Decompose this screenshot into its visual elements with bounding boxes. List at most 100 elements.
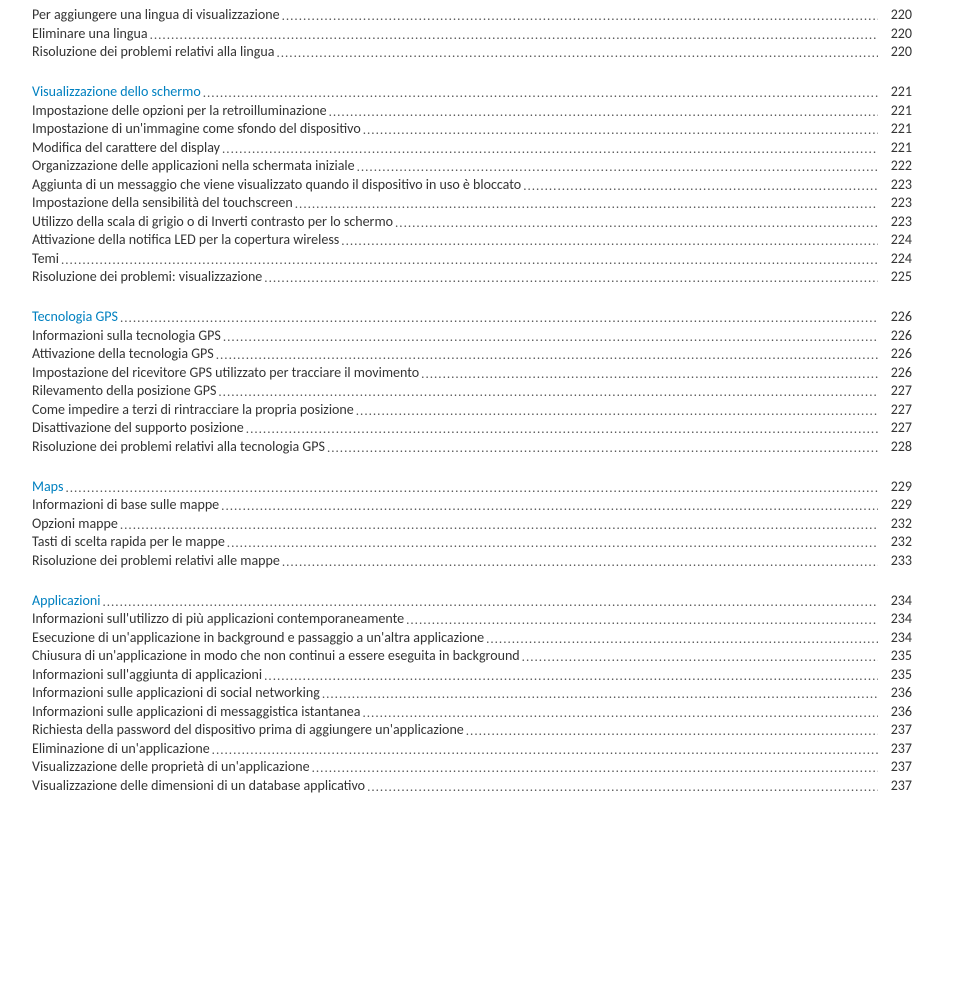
toc-dot-leader: ........................................… <box>276 47 878 60</box>
toc-dot-leader: ........................................… <box>523 180 878 193</box>
toc-row: Aggiunta di un messaggio che viene visua… <box>32 178 912 192</box>
toc-group: Visualizzazione dello schermo...........… <box>32 85 912 284</box>
toc-page-number: 232 <box>880 517 912 531</box>
toc-row: Risoluzione dei problemi relativi alle m… <box>32 554 912 568</box>
toc-page-number: 227 <box>880 384 912 398</box>
toc-page-number: 237 <box>880 779 912 793</box>
toc-page-number: 221 <box>880 122 912 136</box>
toc-dot-leader: ........................................… <box>522 651 878 664</box>
toc-page-number: 235 <box>880 668 912 682</box>
toc-row: Organizzazione delle applicazioni nella … <box>32 159 912 173</box>
toc-entry-label: Come impedire a terzi di rintracciare la… <box>32 403 354 417</box>
toc-entry-label: Per aggiungere una lingua di visualizzaz… <box>32 8 280 22</box>
toc-entry-label: Richiesta della password del dispositivo… <box>32 723 464 737</box>
toc-row: Chiusura di un'applicazione in modo che … <box>32 649 912 663</box>
toc-entry-label: Utilizzo della scala di grigio o di Inve… <box>32 215 393 229</box>
toc-entry-label: Informazioni sulla tecnologia GPS <box>32 329 221 343</box>
toc-dot-leader: ........................................… <box>466 725 878 738</box>
toc-row: Informazioni sulle applicazioni di messa… <box>32 705 912 719</box>
toc-row: Visualizzazione delle dimensioni di un d… <box>32 779 912 793</box>
toc-page-number: 226 <box>880 347 912 361</box>
toc-row: Per aggiungere una lingua di visualizzaz… <box>32 8 912 22</box>
toc-dot-leader: ........................................… <box>227 537 878 550</box>
toc-dot-leader: ........................................… <box>486 633 878 646</box>
toc-row: Informazioni sulla tecnologia GPS.......… <box>32 329 912 343</box>
toc-row: Utilizzo della scala di grigio o di Inve… <box>32 215 912 229</box>
toc-dot-leader: ........................................… <box>329 106 878 119</box>
toc-dot-leader: ........................................… <box>282 556 878 569</box>
table-of-contents: Per aggiungere una lingua di visualizzaz… <box>32 8 912 793</box>
toc-group: Per aggiungere una lingua di visualizzaz… <box>32 8 912 59</box>
toc-page-number: 221 <box>880 104 912 118</box>
toc-entry-label: Rilevamento della posizione GPS <box>32 384 216 398</box>
toc-row: Tasti di scelta rapida per le mappe.....… <box>32 535 912 549</box>
toc-group: Maps....................................… <box>32 480 912 568</box>
toc-entry-label: Impostazione del ricevitore GPS utilizza… <box>32 366 419 380</box>
toc-entry-label: Informazioni sull'utilizzo di più applic… <box>32 612 404 626</box>
toc-row: Informazioni sull'aggiunta di applicazio… <box>32 668 912 682</box>
toc-page-number: 227 <box>880 421 912 435</box>
toc-row: Informazioni sull'utilizzo di più applic… <box>32 612 912 626</box>
toc-page-number: 232 <box>880 535 912 549</box>
toc-page-number: 237 <box>880 742 912 756</box>
toc-dot-leader: ........................................… <box>312 762 878 775</box>
toc-entry-label: Risoluzione dei problemi relativi alla t… <box>32 440 325 454</box>
toc-row: Modifica del carattere del display......… <box>32 141 912 155</box>
toc-dot-leader: ........................................… <box>395 217 878 230</box>
toc-page-number: 223 <box>880 178 912 192</box>
toc-row: Informazioni di base sulle mappe........… <box>32 498 912 512</box>
toc-entry-label: Aggiunta di un messaggio che viene visua… <box>32 178 521 192</box>
toc-dot-leader: ........................................… <box>203 87 878 100</box>
toc-row: Eliminare una lingua....................… <box>32 27 912 41</box>
toc-page-number: 236 <box>880 705 912 719</box>
toc-row: Temi....................................… <box>32 252 912 266</box>
toc-dot-leader: ........................................… <box>223 331 878 344</box>
toc-entry-label: Impostazione di un'immagine come sfondo … <box>32 122 361 136</box>
toc-group: Tecnologia GPS..........................… <box>32 310 912 454</box>
toc-entry-label: Informazioni di base sulle mappe <box>32 498 219 512</box>
toc-entry-label: Informazioni sulle applicazioni di messa… <box>32 705 360 719</box>
toc-dot-leader: ........................................… <box>264 670 878 683</box>
toc-row: Impostazione del ricevitore GPS utilizza… <box>32 366 912 380</box>
toc-section-heading[interactable]: Applicazioni <box>32 594 100 608</box>
toc-entry-label: Risoluzione dei problemi relativi alla l… <box>32 45 274 59</box>
toc-section-heading[interactable]: Maps <box>32 480 63 494</box>
toc-entry-label: Informazioni sull'aggiunta di applicazio… <box>32 668 262 682</box>
toc-section-heading[interactable]: Tecnologia GPS <box>32 310 118 324</box>
toc-row: Visualizzazione dello schermo...........… <box>32 85 912 99</box>
toc-dot-leader: ........................................… <box>406 614 878 627</box>
toc-page-number: 226 <box>880 329 912 343</box>
toc-page-number: 221 <box>880 85 912 99</box>
toc-section-heading[interactable]: Visualizzazione dello schermo <box>32 85 201 99</box>
toc-page-number: 233 <box>880 554 912 568</box>
toc-page-number: 223 <box>880 196 912 210</box>
toc-page-number: 222 <box>880 159 912 173</box>
toc-entry-label: Visualizzazione delle proprietà di un'ap… <box>32 760 310 774</box>
toc-dot-leader: ........................................… <box>216 349 878 362</box>
toc-page-number: 226 <box>880 366 912 380</box>
toc-row: Disattivazione del supporto posizione...… <box>32 421 912 435</box>
toc-page-number: 224 <box>880 233 912 247</box>
toc-row: Opzioni mappe...........................… <box>32 517 912 531</box>
toc-row: Maps....................................… <box>32 480 912 494</box>
toc-entry-label: Opzioni mappe <box>32 517 118 531</box>
toc-page-number: 223 <box>880 215 912 229</box>
toc-entry-label: Visualizzazione delle dimensioni di un d… <box>32 779 365 793</box>
toc-dot-leader: ........................................… <box>356 405 878 418</box>
toc-entry-label: Eliminare una lingua <box>32 27 148 41</box>
toc-page-number: 229 <box>880 480 912 494</box>
toc-page-number: 220 <box>880 8 912 22</box>
toc-page-number: 226 <box>880 310 912 324</box>
toc-entry-label: Informazioni sulle applicazioni di socia… <box>32 686 320 700</box>
toc-row: Attivazione della tecnologia GPS........… <box>32 347 912 361</box>
toc-page-number: 235 <box>880 649 912 663</box>
toc-entry-label: Risoluzione dei problemi relativi alle m… <box>32 554 280 568</box>
toc-page-number: 220 <box>880 27 912 41</box>
toc-dot-leader: ........................................… <box>65 482 878 495</box>
toc-page-number: 221 <box>880 141 912 155</box>
toc-dot-leader: ........................................… <box>295 198 878 211</box>
toc-row: Attivazione della notifica LED per la co… <box>32 233 912 247</box>
toc-row: Tecnologia GPS..........................… <box>32 310 912 324</box>
toc-page-number: 225 <box>880 270 912 284</box>
toc-entry-label: Disattivazione del supporto posizione <box>32 421 244 435</box>
